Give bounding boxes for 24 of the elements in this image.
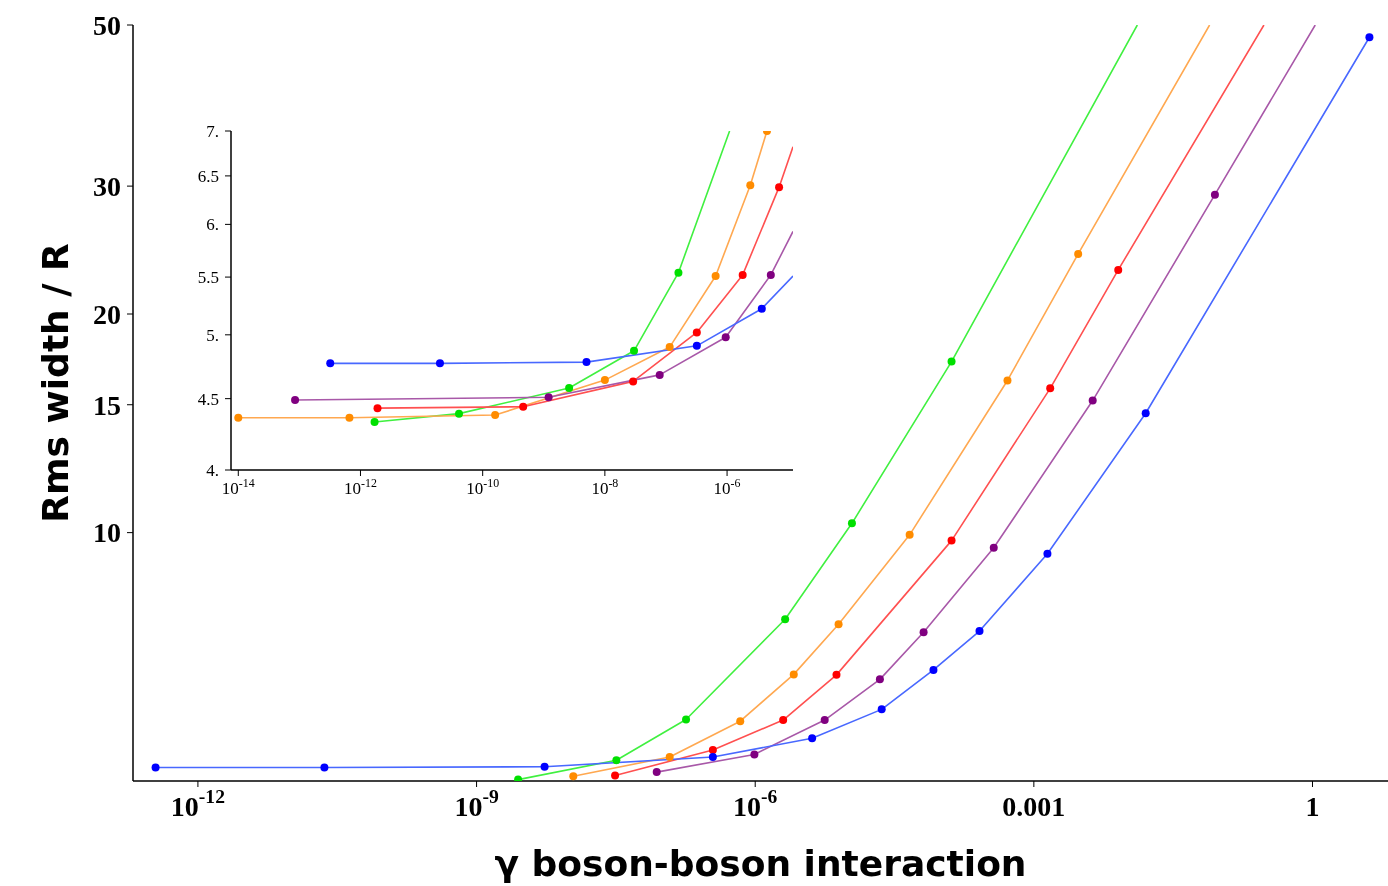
y-tick-label: 20	[93, 298, 121, 330]
x-tick-label: 10$^{-8}$	[591, 475, 619, 499]
x-tick-label: 10$^{-6}$	[733, 786, 778, 822]
x-tick-label: 1	[1305, 790, 1320, 822]
x-tick-label: 10$^{-6}$	[713, 475, 741, 499]
y-tick-label: 5.	[206, 325, 219, 345]
x-tick-label: 10$^{-9}$	[454, 786, 499, 822]
y-tick-label: 4.5	[197, 389, 219, 409]
y-tick-label: 15	[93, 389, 121, 421]
y-tick-label: 6.	[206, 215, 219, 235]
y-tick-label: 10	[93, 517, 121, 549]
y-tick-label: 5.5	[197, 268, 219, 288]
y-tick-label: 50	[93, 9, 121, 41]
x-tick-label: 10$^{-12}$	[170, 786, 225, 822]
y-tick-label: 7.	[206, 121, 219, 141]
x-tick-label: 0.001	[1002, 790, 1066, 822]
x-tick-label: 10$^{-10}$	[466, 475, 500, 499]
y-tick-label: 6.5	[197, 166, 219, 186]
y-tick-label: 4.	[206, 460, 219, 480]
y-axis-title: Rms width / R	[34, 243, 76, 523]
y-tick-label: 30	[93, 170, 121, 202]
x-axis-title: γ boson-boson interaction	[494, 843, 1027, 884]
x-tick-label: 10$^{-14}$	[221, 475, 255, 499]
x-tick-label: 10$^{-12}$	[344, 475, 377, 499]
